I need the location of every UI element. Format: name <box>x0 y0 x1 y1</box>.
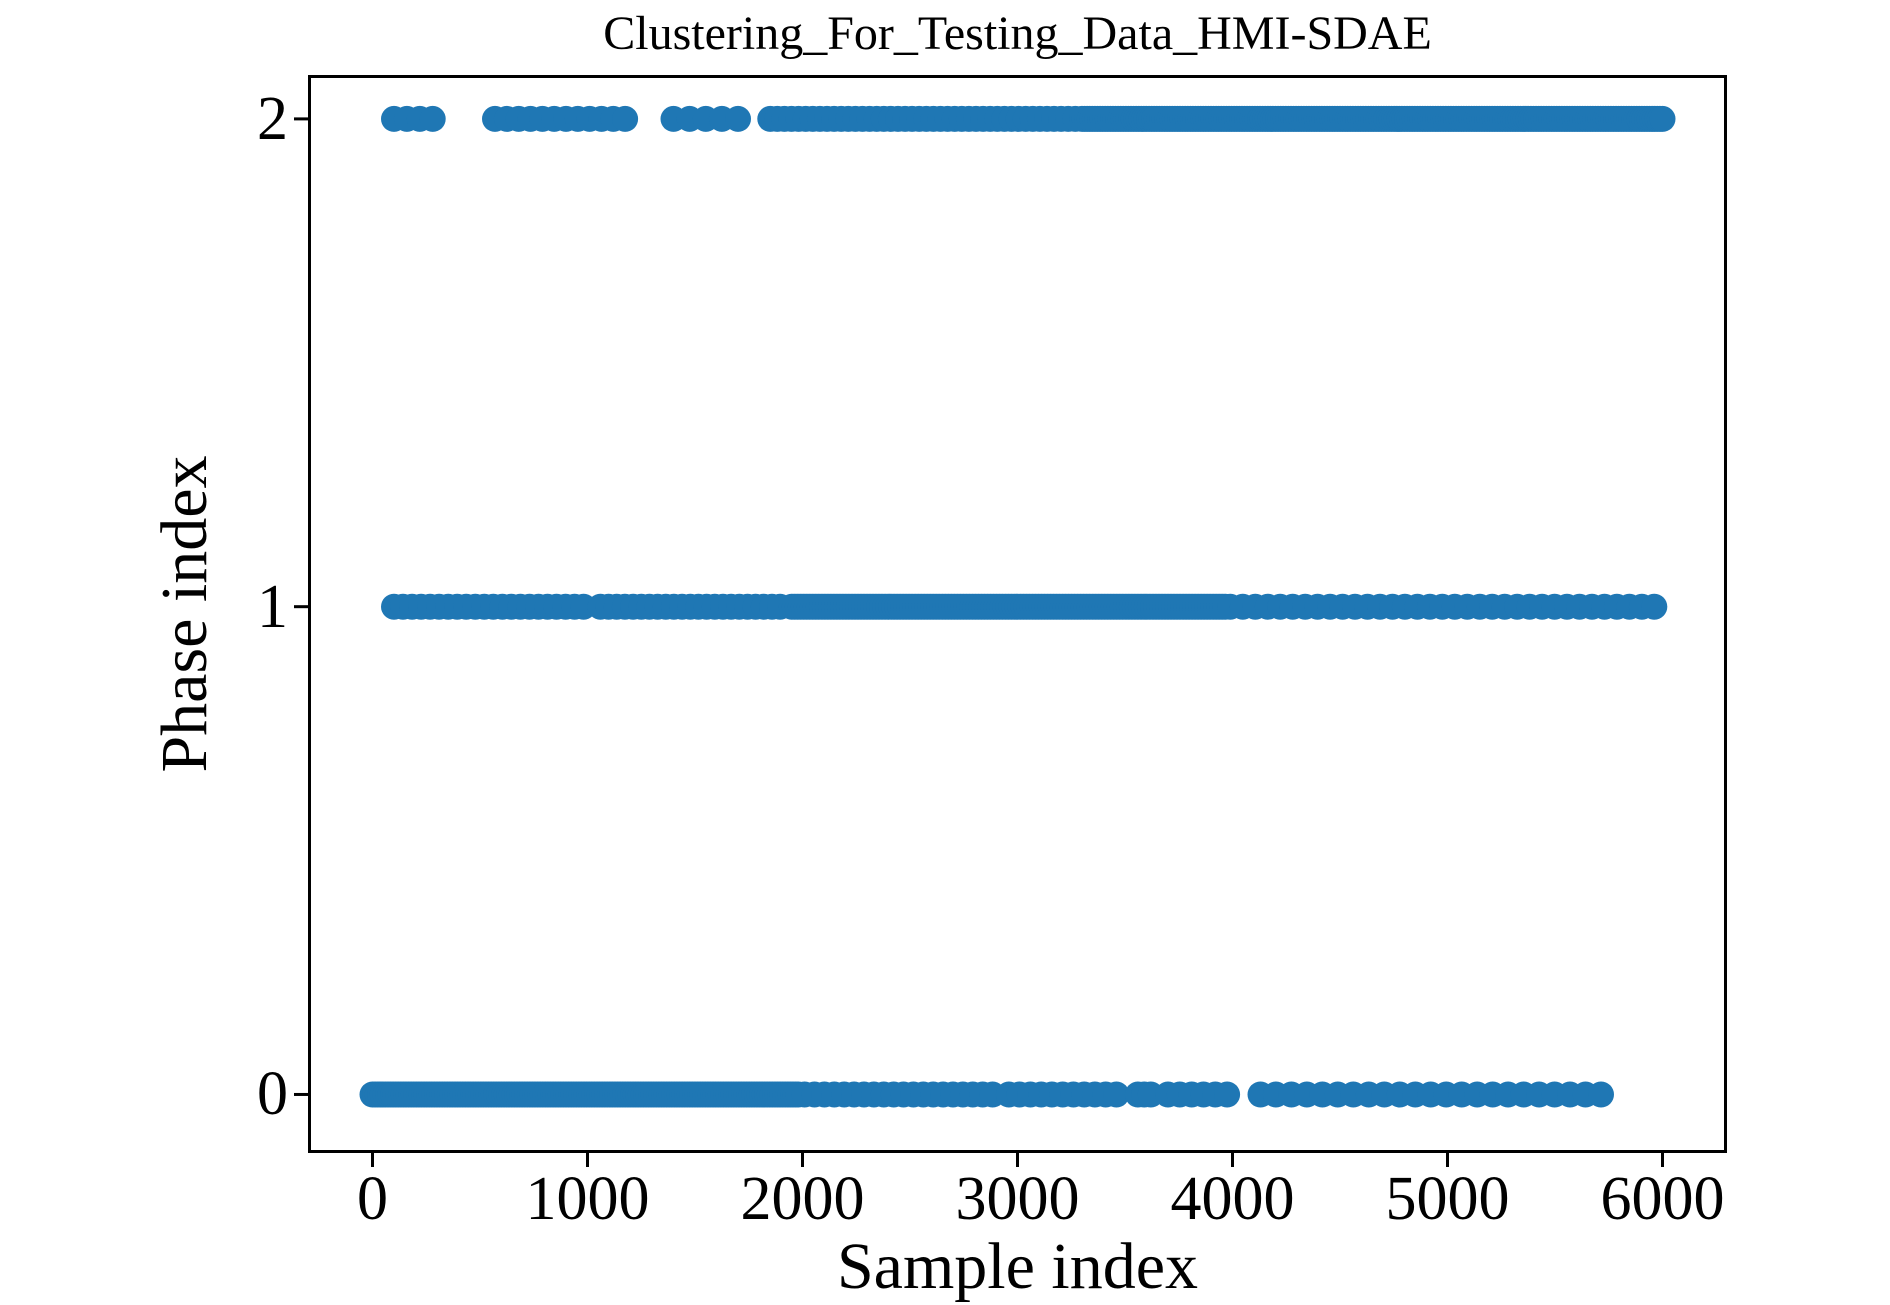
x-tick-label-3000: 3000 <box>955 1165 1080 1233</box>
y-axis-label: Phase index <box>148 455 221 773</box>
x-tick-label-5000: 5000 <box>1385 1165 1510 1233</box>
x-tick-label-6000: 6000 <box>1600 1165 1725 1233</box>
x-tick-label-4000: 4000 <box>1170 1165 1295 1233</box>
y-tick-label-0: 0 <box>257 1060 288 1129</box>
x-tick-label-1000: 1000 <box>525 1165 650 1233</box>
y-tick-label-1: 1 <box>257 572 288 641</box>
x-tick-label-0: 0 <box>357 1165 388 1233</box>
x-tick-label-2000: 2000 <box>740 1165 865 1233</box>
x-axis-label: Sample index <box>836 1230 1199 1303</box>
chart-title: Clustering_For_Testing_Data_HMI-SDAE <box>603 7 1432 60</box>
y-tick-label-2: 2 <box>257 84 288 153</box>
